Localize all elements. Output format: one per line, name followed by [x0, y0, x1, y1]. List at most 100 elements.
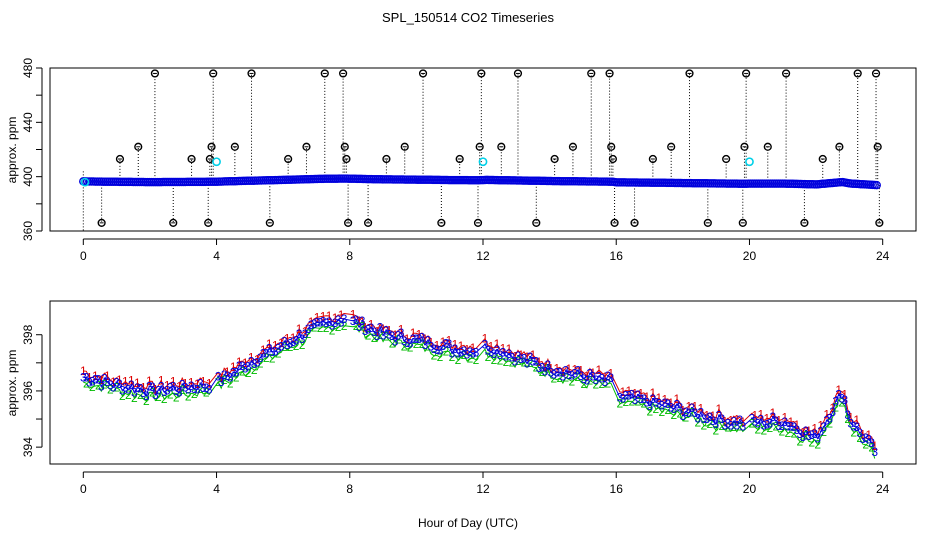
series-1-mark: 1 [542, 360, 549, 374]
series-3-mark: 3 [341, 312, 348, 326]
flag-point [871, 69, 881, 78]
flag-point [742, 69, 751, 78]
series-3-mark: 3 [820, 420, 827, 434]
series-3-mark: 3 [290, 335, 297, 349]
series-2-mark: 2 [671, 408, 678, 422]
series-3-mark: 3 [500, 346, 507, 360]
flag-point [284, 154, 293, 164]
flag-circle [284, 154, 293, 164]
flag-point [169, 218, 178, 227]
series-2-mark: 2 [341, 319, 348, 333]
series-2-mark: 2 [389, 336, 396, 350]
series-3-mark: 3 [314, 316, 321, 330]
series-2-mark: 2 [329, 324, 336, 338]
flag-point [320, 69, 329, 78]
series-3-mark: 3 [116, 377, 123, 391]
series-3-mark: 3 [721, 419, 728, 433]
series-3-mark: 3 [95, 373, 102, 387]
series-3-mark: 3 [419, 331, 426, 345]
flag-circle [648, 154, 657, 164]
flag-circle [382, 154, 391, 164]
series-3-mark: 3 [706, 410, 713, 424]
flag-point [475, 142, 484, 151]
series-2-mark: 2 [515, 354, 522, 368]
flag-point [608, 154, 618, 164]
series-1-line [83, 312, 876, 447]
series-3-mark: 3 [790, 420, 797, 434]
series-2-mark: 2 [413, 337, 420, 351]
series-2-mark: 2 [814, 438, 821, 452]
series-1-mark: 1 [572, 362, 579, 376]
series-3-mark: 3 [455, 346, 462, 360]
series-3-mark: 3 [248, 355, 255, 369]
series-3-mark: 3 [413, 332, 420, 346]
top-x-tick-label: 8 [346, 249, 353, 263]
series-3-mark: 3 [437, 343, 444, 357]
series-3-mark: 3 [584, 374, 591, 388]
flag-point [703, 218, 712, 227]
series-1-mark: 1 [835, 383, 842, 397]
series-2-mark: 2 [647, 404, 654, 418]
flag-circle [169, 218, 178, 227]
series-2-mark: 2 [581, 377, 588, 391]
series-2-mark: 2 [862, 438, 869, 452]
top-plot-frame [49, 67, 917, 232]
flag-circle [204, 218, 213, 227]
series-1-mark: 1 [452, 338, 459, 352]
series-3-mark: 3 [775, 419, 782, 433]
flag-point [115, 154, 125, 164]
series-3-mark: 3 [245, 359, 252, 373]
series-2-mark: 2 [425, 340, 432, 354]
series-3-mark: 3 [302, 327, 309, 341]
series-2-mark: 2 [551, 371, 558, 385]
series-1-mark: 1 [230, 360, 237, 374]
series-1-mark: 1 [332, 311, 339, 325]
series-3-mark: 3 [386, 328, 393, 342]
series-3-mark: 3 [593, 373, 600, 387]
series-2-mark: 2 [167, 387, 174, 401]
series-2-mark: 2 [784, 426, 791, 440]
top-highlight-points [80, 157, 754, 187]
series-3-mark: 3 [260, 347, 267, 361]
series-1-mark: 1 [104, 369, 111, 383]
series-2-mark: 2 [635, 395, 642, 409]
top-baseline-points [79, 174, 881, 190]
series-3-mark: 3 [128, 378, 135, 392]
series-3-mark: 3 [119, 383, 126, 397]
series-3-mark: 3 [371, 325, 378, 339]
series-3-mark: 3 [185, 382, 192, 396]
series-2-mark: 2 [509, 356, 516, 370]
series-2-mark: 2 [377, 328, 384, 342]
series-3-mark: 3 [287, 337, 294, 351]
series-2-mark: 2 [473, 353, 480, 367]
series-2-mark: 2 [323, 321, 330, 335]
series-3-mark: 3 [401, 334, 408, 348]
series-1-mark: 1 [524, 350, 531, 364]
series-1-mark: 1 [721, 414, 728, 428]
series-3-mark: 3 [668, 401, 675, 415]
top-y-tick-label: 400 [21, 166, 35, 186]
flag-circle [605, 69, 614, 78]
series-3-mark: 3 [233, 365, 240, 379]
series-2-mark: 2 [802, 429, 809, 443]
series-3-mark: 3 [176, 386, 183, 400]
flag-circle [871, 69, 881, 78]
series-3-mark: 3 [685, 406, 692, 420]
bottom-y-axis: 394 396 398 [21, 324, 43, 457]
series-3-mark: 3 [275, 342, 282, 356]
series-1-mark: 1 [464, 343, 471, 357]
series-3-mark: 3 [356, 320, 363, 334]
flag-point [437, 218, 446, 227]
top-y-axis: 360 400 440 480 [21, 58, 43, 241]
series-3-mark: 3 [428, 340, 435, 354]
series-2-mark: 2 [682, 410, 689, 424]
baseline-point [872, 180, 881, 190]
flag-circle [875, 218, 884, 227]
series-2-mark: 2 [557, 371, 564, 385]
flag-point [685, 69, 694, 78]
series-2-mark: 2 [461, 348, 468, 362]
flag-point [873, 142, 882, 151]
series-2-mark: 2 [754, 423, 761, 437]
series-1-mark: 1 [482, 332, 489, 346]
series-2-mark: 2 [796, 434, 803, 448]
